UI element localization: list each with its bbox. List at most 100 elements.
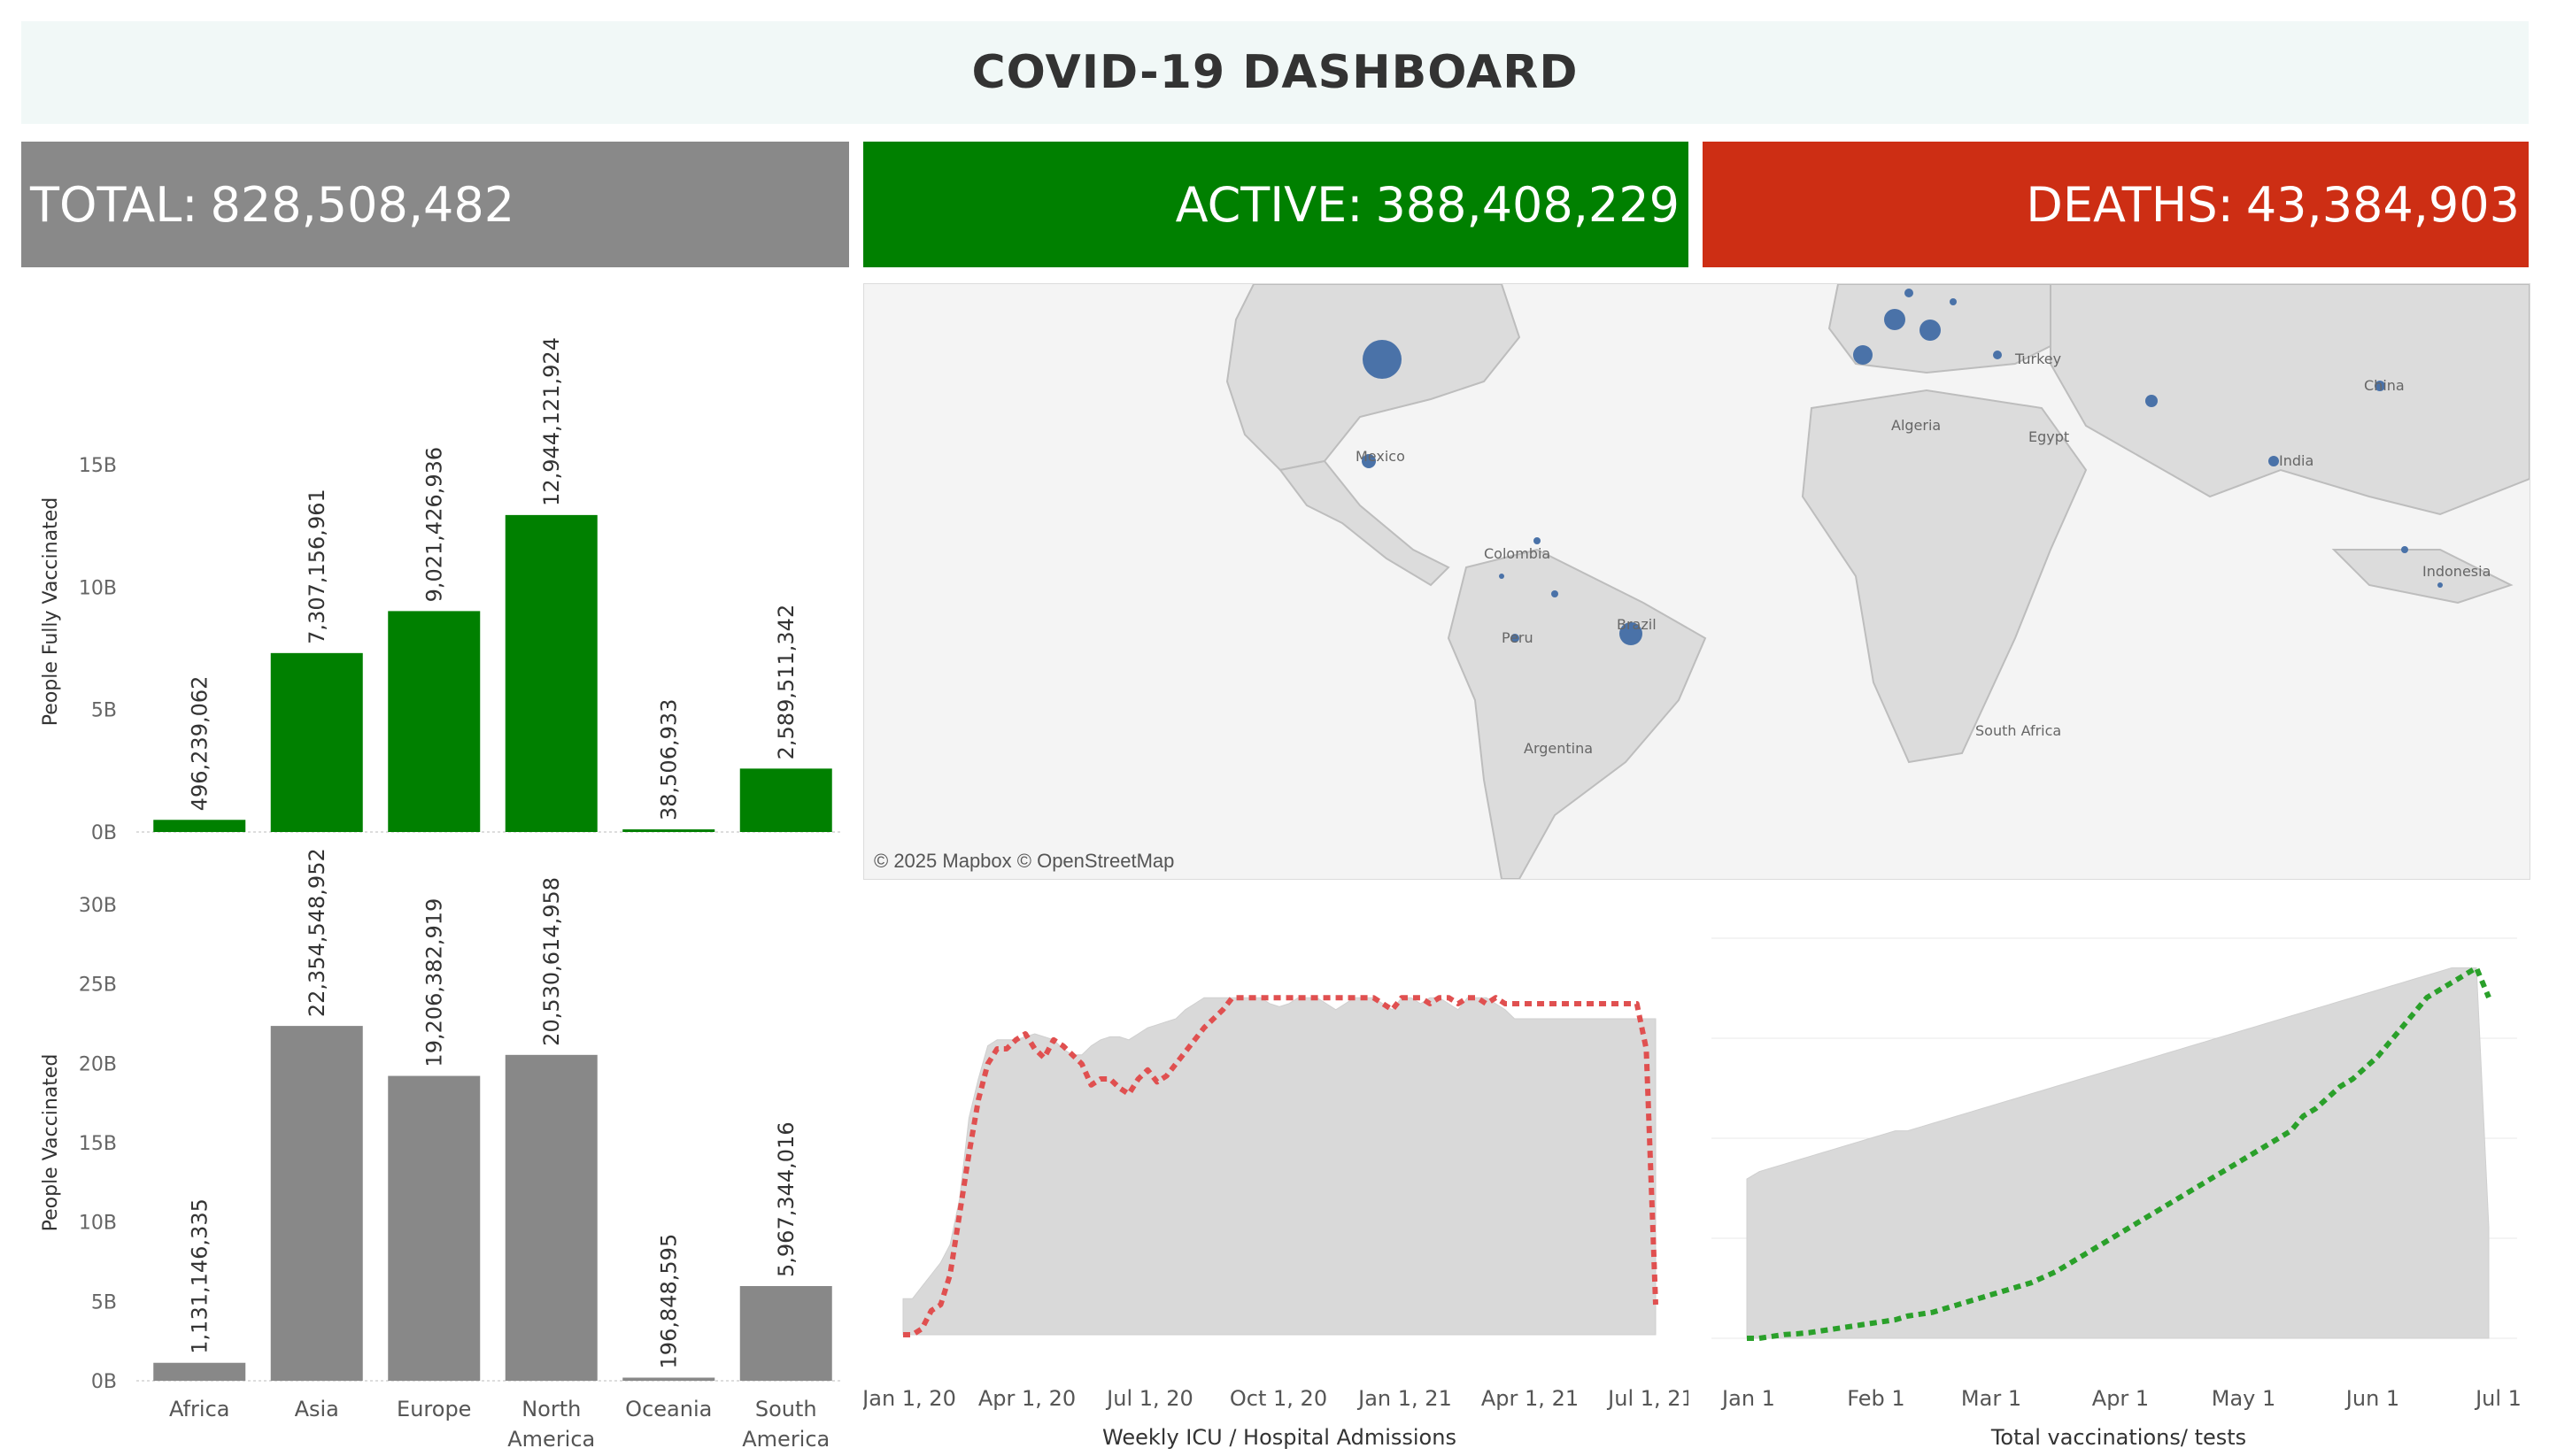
bar-value-label: 496,239,062: [187, 676, 212, 812]
map-dot[interactable]: [1853, 345, 1873, 365]
x-tick-label: Jul 1: [2474, 1386, 2522, 1411]
bar-value-label: 22,354,548,952: [305, 850, 329, 1017]
bar: [270, 652, 363, 832]
bar: [739, 768, 832, 832]
x-tick-label: May 1: [2212, 1386, 2276, 1411]
area-series: [902, 997, 1657, 1336]
map-label: Brazil: [1617, 616, 1657, 633]
bar-value-label: 5,967,344,016: [774, 1121, 799, 1277]
kpi-deaths[interactable]: DEATHS: 43,384,903: [1703, 142, 2529, 267]
world-map[interactable]: Algeria Egypt Colombia Peru Argentina So…: [863, 283, 2530, 880]
y-tick-label: 5B: [91, 700, 117, 722]
x-tick-label: Asia: [295, 1397, 339, 1421]
map-dot[interactable]: [1499, 574, 1504, 579]
kpi-total-value: 828,508,482: [210, 176, 515, 233]
map-dot[interactable]: [1363, 340, 1402, 379]
map-label: Peru: [1502, 629, 1533, 646]
x-tick-label: Apr 1: [2092, 1386, 2149, 1411]
x-tick-label: Jan 1, 20: [863, 1386, 956, 1411]
x-tick-label: Jan 1, 21: [1356, 1386, 1452, 1411]
x-axis-label: Weekly ICU / Hospital Admissions: [1102, 1425, 1456, 1450]
y-tick-label: 30B: [79, 895, 117, 917]
x-tick-label: Apr 1, 21: [1481, 1386, 1579, 1411]
x-tick-label: Feb 1: [1847, 1386, 1904, 1411]
y-axis-label: People Fully Vaccinated: [40, 497, 62, 726]
y-tick-label: 15B: [79, 1133, 117, 1155]
map-dot[interactable]: [1510, 634, 1519, 643]
y-tick-label: 10B: [79, 1213, 117, 1235]
y-tick-label: 25B: [79, 975, 117, 997]
map-label: India: [2279, 452, 2313, 469]
bar-value-label: 12,944,121,924: [539, 337, 564, 506]
dashboard-title-bar: COVID-19 DASHBOARD: [21, 21, 2529, 124]
x-tick-label: Jul 1, 20: [1105, 1386, 1193, 1411]
line-series: [903, 995, 1658, 1337]
x-tick-label: Oct 1, 20: [1230, 1386, 1327, 1411]
map-dot[interactable]: [1950, 298, 1957, 305]
y-tick-label: 15B: [79, 455, 117, 477]
map-dot[interactable]: [2268, 456, 2279, 466]
x-tick-label: Africa: [169, 1397, 229, 1421]
x-tick-label: North: [521, 1397, 581, 1421]
bar-value-label: 19,206,382,919: [421, 898, 446, 1067]
bar-value-label: 196,848,595: [656, 1234, 681, 1369]
map-label: Colombia: [1484, 545, 1550, 562]
map-label: Egypt: [2028, 428, 2069, 445]
map-dot[interactable]: [1533, 537, 1541, 544]
x-tick-label: Jul 1, 21: [1606, 1386, 1688, 1411]
map-dot[interactable]: [2375, 381, 2385, 391]
fully-vaccinated-bar-chart[interactable]: People Fully Vaccinated 0B 5B 10B 15B 496,239…: [21, 283, 849, 850]
kpi-active-label: ACTIVE:: [1175, 176, 1363, 233]
bar-value-label: 9,021,426,936: [421, 447, 446, 603]
bar-value-label: 2,589,511,342: [774, 605, 799, 760]
map-dot[interactable]: [2437, 582, 2443, 588]
map-dot[interactable]: [1904, 289, 1913, 297]
bar: [270, 1026, 363, 1381]
y-tick-label: 20B: [79, 1053, 117, 1075]
kpi-total[interactable]: TOTAL: 828,508,482: [21, 142, 849, 267]
kpi-deaths-label: DEATHS:: [2026, 176, 2234, 233]
bar: [739, 1285, 832, 1381]
vaccinations-tests-chart[interactable]: Jan 1 Feb 1 Mar 1 Apr 1 May 1 Jun 1 Jul 1 Total…: [1703, 903, 2529, 1452]
map-dot[interactable]: [1551, 590, 1558, 597]
x-tick-label: South: [755, 1397, 817, 1421]
bar: [388, 1075, 481, 1381]
bar-value-label: 38,506,933: [656, 699, 681, 820]
x-axis-label: Total vaccinations/ tests: [1990, 1425, 2246, 1450]
x-tick-label: Apr 1, 20: [978, 1386, 1076, 1411]
y-tick-label: 0B: [91, 1371, 117, 1393]
x-tick-label: Jun 1: [2344, 1386, 2399, 1411]
x-tick-label: Oceania: [625, 1397, 712, 1421]
map-dot[interactable]: [2145, 395, 2158, 407]
page-title: COVID-19 DASHBOARD: [971, 46, 1579, 99]
map-label: Algeria: [1891, 417, 1941, 434]
map-dot[interactable]: [2401, 546, 2408, 553]
y-tick-label: 5B: [91, 1291, 117, 1313]
bar: [505, 514, 598, 832]
bar: [388, 611, 481, 832]
y-tick-label: 10B: [79, 577, 117, 599]
map-dot[interactable]: [1919, 320, 1941, 341]
bar: [505, 1054, 598, 1381]
x-tick-label: Jan 1: [1720, 1386, 1775, 1411]
map-dot[interactable]: [1619, 622, 1642, 645]
map-label: South Africa: [1975, 722, 2061, 739]
map-dot[interactable]: [1993, 351, 2002, 359]
kpi-active[interactable]: ACTIVE: 388,408,229: [863, 142, 1688, 267]
kpi-active-value: 388,408,229: [1375, 176, 1680, 233]
bar: [622, 1377, 715, 1381]
map-dot[interactable]: [1884, 309, 1905, 330]
icu-admissions-chart[interactable]: Jan 1, 20 Apr 1, 20 Jul 1, 20 Oct 1, 20 Jan …: [863, 903, 1688, 1452]
map-label: Indonesia: [2422, 563, 2491, 580]
bar: [153, 820, 246, 832]
map-label: Argentina: [1524, 740, 1593, 757]
bar-value-label: 1,131,146,335: [187, 1198, 212, 1354]
people-vaccinated-bar-chart[interactable]: People Vaccinated 0B 5B 10B 15B 20B 25B 30B 1,13…: [21, 850, 849, 1452]
x-tick-label: Europe: [397, 1397, 471, 1421]
y-axis-label: People Vaccinated: [40, 1054, 62, 1232]
map-dot[interactable]: [1362, 454, 1376, 468]
map-label: Mexico: [1356, 448, 1405, 465]
map-attribution: © 2025 Mapbox © OpenStreetMap: [874, 850, 1175, 872]
world-map-canvas: Algeria Egypt Colombia Peru Argentina So…: [864, 284, 2530, 879]
x-tick-label: America: [742, 1427, 830, 1452]
